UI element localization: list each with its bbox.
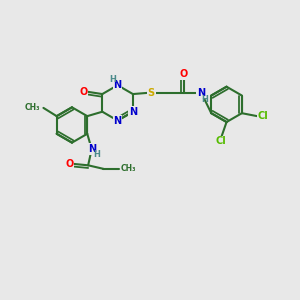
Text: O: O: [79, 87, 88, 97]
Text: N: N: [197, 88, 205, 98]
Text: O: O: [179, 69, 188, 79]
Text: N: N: [113, 116, 122, 126]
Text: S: S: [148, 88, 155, 98]
Text: CH₃: CH₃: [24, 103, 40, 112]
Text: H: H: [109, 75, 116, 84]
Text: N: N: [129, 107, 137, 117]
Text: H: H: [94, 150, 100, 159]
Text: Cl: Cl: [258, 111, 268, 121]
Text: N: N: [113, 80, 122, 90]
Text: CH₃: CH₃: [120, 164, 136, 173]
Text: H: H: [201, 94, 208, 103]
Text: O: O: [65, 159, 74, 169]
Text: N: N: [88, 144, 96, 154]
Text: Cl: Cl: [216, 136, 226, 146]
